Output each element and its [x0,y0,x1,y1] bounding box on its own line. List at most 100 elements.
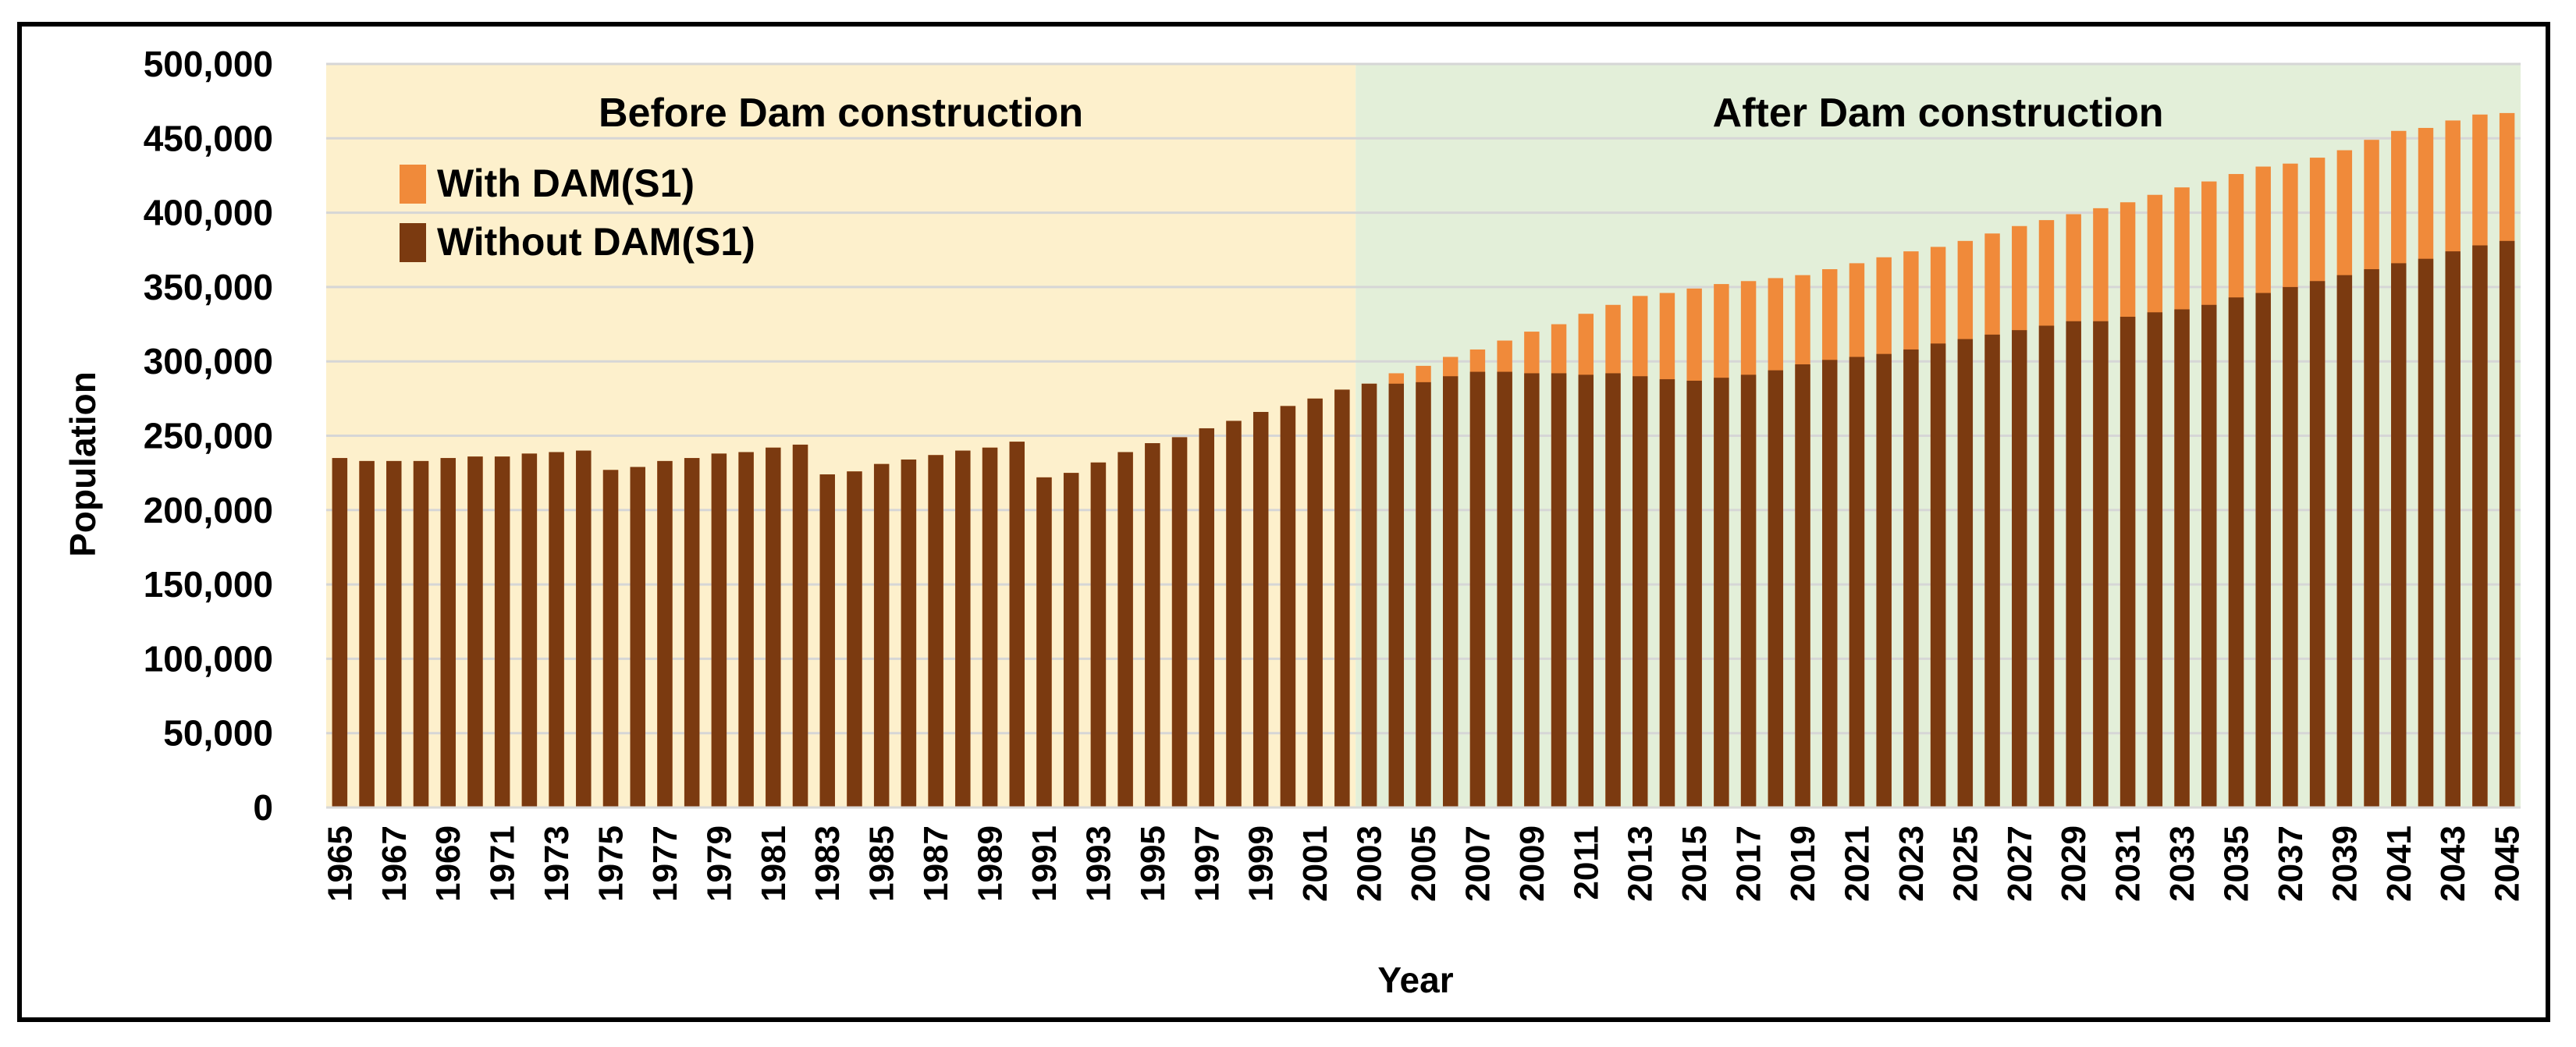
bar [1199,428,1214,807]
x-tick-label: 2015 [1675,825,1714,902]
bar [1280,406,1296,807]
bar [494,456,510,807]
x-tick-label: 2031 [2109,825,2148,902]
bar [2093,321,2109,807]
bar [630,467,645,807]
bar [819,474,835,807]
bar [1442,376,1459,807]
bar [1957,339,1974,807]
bar [1171,437,1188,807]
bar [955,450,971,807]
bar [1686,380,1702,807]
x-tick-label: 1975 [592,825,631,902]
bar [1768,370,1784,807]
x-tick-label: 1999 [1242,825,1281,902]
y-tick-label: 100,000 [144,638,273,679]
bar [1145,443,1160,807]
bar [1605,373,1621,807]
bar [576,450,592,807]
bar [1226,421,1242,807]
x-tick-label: 1981 [755,825,793,902]
bar [413,460,429,807]
bar [1524,373,1540,807]
x-tick-label: 2045 [2489,825,2527,902]
bar [2336,275,2353,808]
legend: With DAM(S1) Without DAM(S1) [400,161,755,264]
x-tick-label: 1965 [321,825,359,902]
bar [1497,371,1512,807]
bar [2364,269,2379,807]
bar [2283,286,2298,807]
bar [549,452,564,807]
bar [1930,343,1946,807]
bar [847,471,862,807]
bar [1633,376,1648,807]
x-tick-label: 2011 [1567,825,1605,900]
bar [1822,360,1838,807]
y-tick-label: 400,000 [144,193,273,233]
bar [440,458,456,807]
x-tick-label: 1991 [1025,825,1064,902]
bar [2012,330,2027,807]
y-tick-label: 0 [253,787,273,828]
bar [1361,383,1377,807]
x-tick-label: 1971 [484,825,522,902]
x-tick-label: 2035 [2217,825,2255,902]
bar [1063,473,1079,807]
bar [359,460,375,807]
x-tick-label: 2001 [1296,825,1334,902]
x-tick-label: 2019 [1784,825,1822,902]
x-tick-label: 2041 [2380,825,2418,902]
y-tick-label: 200,000 [144,490,273,531]
bar [1036,477,1052,807]
series-1 [332,240,2515,808]
x-tick-label: 1979 [700,825,738,902]
bar [1740,374,1757,807]
bar [1578,374,1594,807]
x-tick-label: 1997 [1188,825,1226,902]
bar [467,456,483,807]
bar [1551,373,1567,807]
legend-label-with-dam: With DAM(S1) [437,161,695,205]
bar [1307,398,1323,808]
bar [711,453,727,807]
y-tick-label: 300,000 [144,341,273,382]
y-tick-label: 150,000 [144,564,273,605]
x-tick-label: 2029 [2055,825,2093,902]
x-tick-label: 1993 [1079,825,1117,902]
bar [982,447,998,807]
x-tick-label: 1969 [429,825,467,902]
bar [928,455,943,807]
bar [657,460,673,807]
legend-swatch-with-dam [400,165,426,204]
x-tick-label: 2007 [1459,825,1497,902]
bar [1252,412,1269,807]
x-tick-label: 2005 [1405,825,1443,902]
x-tick-label: 2023 [1892,825,1931,902]
y-tick-label: 500,000 [144,44,273,84]
bar [332,458,348,807]
y-tick-label: 450,000 [144,118,273,158]
bar [1903,349,1919,807]
x-tick-label: 2033 [2163,825,2201,902]
bar [1876,353,1892,807]
x-tick-label: 2009 [1513,825,1551,902]
bar [1117,452,1133,807]
bar [2472,245,2488,808]
x-tick-label: 1989 [972,825,1010,902]
bar [2174,309,2190,807]
bar [602,470,619,807]
x-tick-label: 1987 [917,825,955,902]
x-tick-label: 2037 [2272,825,2310,902]
x-tick-label: 2027 [2001,825,2039,902]
legend-label-without-dam: Without DAM(S1) [437,220,755,264]
bar [2309,281,2326,807]
region-label-after: After Dam construction [1713,91,2164,136]
region-label-before: Before Dam construction [599,91,1083,136]
bar [2066,321,2081,807]
bar [1388,383,1405,807]
bar [2201,304,2217,808]
bar [792,444,808,807]
bar [901,459,917,807]
